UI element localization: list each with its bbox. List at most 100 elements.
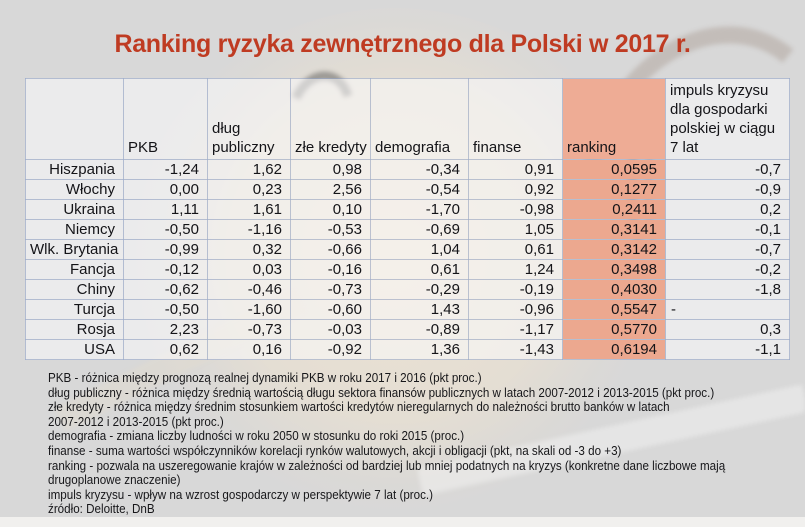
table-row-hiszpania: Hiszpania -1,24 1,62 0,98 -0,34 0,91 0,0… [25, 159, 790, 180]
header-finanse: finanse [468, 78, 563, 160]
value-cell: 1,24 [468, 259, 563, 280]
impuls-cell: -1,1 [665, 339, 790, 360]
table-row-ukraina: Ukraina 1,11 1,61 0,10 -1,70 -0,98 0,241… [25, 199, 790, 220]
ranking-cell: 0,4030 [562, 279, 666, 300]
table-row-chiny: Chiny -0,62 -0,46 -0,73 -0,29 -0,19 0,40… [25, 279, 790, 300]
value-cell: 1,61 [207, 199, 291, 220]
value-cell: -0,46 [207, 279, 291, 300]
table-row-niemcy: Niemcy -0,50 -1,16 -0,53 -0,69 1,05 0,31… [25, 219, 790, 240]
value-cell: 0,98 [290, 159, 371, 180]
value-cell: -0,98 [468, 199, 563, 220]
impuls-cell: - [665, 299, 790, 320]
value-cell: -1,24 [123, 159, 208, 180]
page-title: Ranking ryzyka zewnętrznego dla Polski w… [114, 30, 691, 58]
header-impuls-kryzysu: impuls kryzysu dla gospodarki polskiej w… [665, 78, 790, 160]
impuls-cell: -0,9 [665, 179, 790, 200]
value-cell: 1,43 [370, 299, 469, 320]
table-row-fancja: Fancja -0,12 0,03 -0,16 0,61 1,24 0,3498… [25, 259, 790, 280]
country-cell: Hiszpania [25, 159, 124, 180]
footnotes: PKB - różnica między prognozą realnej dy… [48, 371, 725, 517]
value-cell: -0,19 [468, 279, 563, 300]
value-cell: -0,34 [370, 159, 469, 180]
country-cell: Niemcy [25, 219, 124, 240]
value-cell: -0,73 [290, 279, 371, 300]
footnote-line: impuls kryzysu - wpływ na wzrost gospoda… [48, 487, 434, 502]
footnote-line: drugoplanowe znaczenie) [48, 473, 181, 488]
header-dlug-publiczny: dług publiczny [207, 78, 291, 160]
value-cell: -0,53 [290, 219, 371, 240]
ranking-cell: 0,3141 [562, 219, 666, 240]
value-cell: 0,61 [468, 239, 563, 260]
value-cell: -1,17 [468, 319, 563, 340]
ranking-cell: 0,3142 [562, 239, 666, 260]
header-row: PKB dług publiczny złe kredyty demografi… [25, 78, 790, 160]
source-line: źródło: Deloitte, DnB [48, 502, 155, 517]
country-cell: Chiny [25, 279, 124, 300]
value-cell: -0,50 [123, 299, 208, 320]
footnote-line: 2007-2012 i 2013-2015 (pkt proc.) [48, 414, 224, 429]
value-cell: 0,23 [207, 179, 291, 200]
risk-ranking-table: PKB dług publiczny złe kredyty demografi… [25, 78, 790, 360]
value-cell: -0,50 [123, 219, 208, 240]
ranking-cell: 0,6194 [562, 339, 666, 360]
ranking-cell: 0,0595 [562, 159, 666, 180]
impuls-cell: 0,3 [665, 319, 790, 340]
value-cell: 1,04 [370, 239, 469, 260]
value-cell: 0,92 [468, 179, 563, 200]
country-cell: Rosja [25, 319, 124, 340]
ranking-cell: 0,3498 [562, 259, 666, 280]
value-cell: -0,12 [123, 259, 208, 280]
value-cell: -0,54 [370, 179, 469, 200]
impuls-cell: 0,2 [665, 199, 790, 220]
value-cell: 0,61 [370, 259, 469, 280]
value-cell: -0,96 [468, 299, 563, 320]
value-cell: -1,70 [370, 199, 469, 220]
value-cell: 1,11 [123, 199, 208, 220]
value-cell: 1,36 [370, 339, 469, 360]
table-row-wlk-brytania: Wlk. Brytania -0,99 0,32 -0,66 1,04 0,61… [25, 239, 790, 260]
footnote-line: finanse - suma wartości współczynników k… [48, 443, 622, 458]
value-cell: 2,56 [290, 179, 371, 200]
value-cell: -0,66 [290, 239, 371, 260]
ranking-cell: 0,1277 [562, 179, 666, 200]
impuls-cell: -0,2 [665, 259, 790, 280]
footnote-line: złe kredyty - różnica między średnim sto… [48, 400, 670, 415]
country-cell: Fancja [25, 259, 124, 280]
value-cell: -1,60 [207, 299, 291, 320]
impuls-cell: -0,1 [665, 219, 790, 240]
value-cell: -0,69 [370, 219, 469, 240]
value-cell: -0,73 [207, 319, 291, 340]
value-cell: -1,43 [468, 339, 563, 360]
footnote-line: ranking - pozwala na uszeregowanie krajó… [48, 458, 726, 473]
impuls-cell: -1,8 [665, 279, 790, 300]
value-cell: 0,03 [207, 259, 291, 280]
impuls-cell: -0,7 [665, 239, 790, 260]
ranking-cell: 0,2411 [562, 199, 666, 220]
table-row-wlochy: Włochy 0,00 0,23 2,56 -0,54 0,92 0,1277 … [25, 179, 790, 200]
value-cell: -1,16 [207, 219, 291, 240]
value-cell: 0,32 [207, 239, 291, 260]
value-cell: -0,99 [123, 239, 208, 260]
table-row-turcja: Turcja -0,50 -1,60 -0,60 1,43 -0,96 0,55… [25, 299, 790, 320]
value-cell: -0,92 [290, 339, 371, 360]
footnote-line: PKB - różnica między prognozą realnej dy… [48, 371, 482, 385]
value-cell: -0,29 [370, 279, 469, 300]
value-cell: 1,62 [207, 159, 291, 180]
bottom-strip [0, 517, 805, 527]
header-pkb: PKB [123, 78, 208, 160]
value-cell: 0,00 [123, 179, 208, 200]
value-cell: -0,03 [290, 319, 371, 340]
value-cell: -0,62 [123, 279, 208, 300]
value-cell: -0,89 [370, 319, 469, 340]
footnote-line: dług publiczny - różnica między średnią … [48, 385, 715, 400]
value-cell: 0,16 [207, 339, 291, 360]
value-cell: 1,05 [468, 219, 563, 240]
impuls-cell: -0,7 [665, 159, 790, 180]
ranking-cell: 0,5547 [562, 299, 666, 320]
country-cell: Wlk. Brytania [25, 239, 124, 260]
table-row-rosja: Rosja 2,23 -0,73 -0,03 -0,89 -1,17 0,577… [25, 319, 790, 340]
value-cell: 0,62 [123, 339, 208, 360]
header-demografia: demografia [370, 78, 469, 160]
value-cell: -0,60 [290, 299, 371, 320]
